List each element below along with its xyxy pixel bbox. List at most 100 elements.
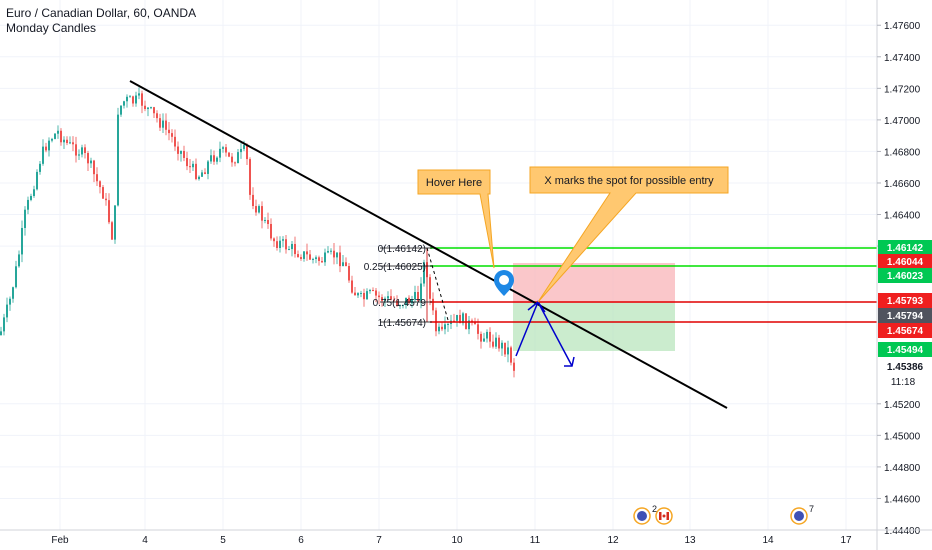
- horizontal-levels[interactable]: [430, 247, 877, 323]
- price-tick-label: 1.47400: [884, 53, 921, 64]
- candle: [78, 149, 80, 160]
- price-tag[interactable]: 1.45386: [878, 359, 932, 374]
- candle: [417, 285, 419, 302]
- economic-event-icon[interactable]: 2: [633, 504, 657, 525]
- candle: [15, 260, 17, 289]
- take-profit-zone[interactable]: [513, 303, 675, 351]
- candle: [45, 142, 47, 153]
- candle: [198, 175, 200, 181]
- price-tag[interactable]: 1.45794: [878, 308, 932, 323]
- candle: [312, 257, 314, 264]
- candle: [423, 259, 425, 287]
- price-tick-label: 1.46400: [884, 211, 921, 222]
- location-pin-icon[interactable]: [494, 270, 514, 296]
- candle: [399, 304, 401, 309]
- event-count-badge: 2: [652, 504, 657, 514]
- candle: [165, 113, 167, 136]
- candle: [102, 184, 104, 199]
- candle: [30, 193, 32, 202]
- candle: [474, 317, 476, 325]
- candle: [150, 106, 152, 110]
- candle: [372, 287, 374, 292]
- candle: [132, 95, 134, 107]
- candle: [195, 158, 197, 181]
- candle: [285, 235, 287, 254]
- candle: [270, 218, 272, 241]
- price-tag[interactable]: 1.46142: [878, 240, 932, 255]
- grid: [0, 0, 877, 531]
- hover-here-callout[interactable]: Hover Here: [417, 169, 495, 269]
- candle: [231, 152, 233, 167]
- candle: [480, 331, 482, 349]
- candle: [432, 292, 434, 315]
- time-tick-label: 7: [376, 535, 382, 546]
- candle: [120, 105, 122, 117]
- candle: [234, 161, 236, 167]
- candle: [222, 145, 224, 153]
- price-tick-label: 1.47000: [884, 116, 921, 127]
- price-tag[interactable]: 1.46023: [878, 268, 932, 283]
- candle: [93, 159, 95, 183]
- candle: [276, 236, 278, 251]
- candle: [513, 358, 515, 378]
- canada-flag-icon[interactable]: [655, 507, 673, 525]
- stop-loss-zone[interactable]: [513, 263, 675, 303]
- trendline[interactable]: [129, 80, 728, 409]
- candle: [315, 255, 317, 264]
- candle: [84, 144, 86, 159]
- price-tag[interactable]: 1.45674: [878, 323, 932, 338]
- candle: [252, 187, 254, 210]
- candlestick-series[interactable]: [0, 87, 515, 378]
- time-tick-label: 10: [451, 535, 463, 546]
- price-tag[interactable]: 1.45494: [878, 342, 932, 357]
- candle: [498, 334, 500, 352]
- candle: [27, 196, 29, 215]
- candle: [366, 288, 368, 300]
- candle: [354, 286, 356, 296]
- candle: [144, 100, 146, 112]
- candle: [249, 157, 251, 200]
- candle: [327, 246, 329, 254]
- candle: [468, 315, 470, 335]
- candle: [510, 345, 512, 366]
- position-zones[interactable]: [513, 263, 675, 351]
- entry-callout[interactable]: X marks the spot for possible entry: [529, 166, 729, 303]
- price-axis[interactable]: 1.47600 1.47400 1.47200 1.47000 1.46800 1.466…: [876, 0, 932, 550]
- candle: [204, 168, 206, 175]
- candle: [111, 220, 113, 240]
- candle: [87, 150, 89, 171]
- candle: [51, 137, 53, 143]
- candle: [438, 323, 440, 335]
- candle: [393, 296, 395, 303]
- candle: [207, 159, 209, 180]
- candle: [414, 285, 416, 303]
- economic-event-icon[interactable]: 7: [790, 504, 814, 525]
- candle: [114, 205, 116, 244]
- time-axis[interactable]: Feb 4 5 6 7 10 11 12 13 14 17: [0, 529, 932, 546]
- time-tick-label: 5: [220, 535, 226, 546]
- candle: [348, 263, 350, 283]
- candle: [216, 156, 218, 165]
- event-count-badge: 7: [809, 504, 814, 514]
- candle: [129, 95, 131, 98]
- candle: [219, 141, 221, 163]
- candle: [96, 167, 98, 186]
- candle: [507, 340, 509, 363]
- candle: [48, 137, 50, 157]
- candle: [459, 309, 461, 324]
- candle: [303, 251, 305, 262]
- candle: [360, 290, 362, 298]
- time-tick-label: 6: [298, 535, 304, 546]
- indicator-title: Monday Candles: [6, 21, 97, 35]
- price-tag[interactable]: 1.46044: [878, 254, 932, 269]
- candle: [225, 143, 227, 157]
- price-tag-label: 1.45386: [887, 362, 924, 373]
- candle: [261, 201, 263, 229]
- callout-entry-text: X marks the spot for possible entry: [544, 175, 714, 187]
- candle: [267, 212, 269, 229]
- fib-retracement[interactable]: 0(1.46142) 0.25(1.46025) 0.75(1.4579 1(1.45…: [364, 244, 449, 329]
- candle: [258, 204, 260, 214]
- price-tag[interactable]: 1.45793: [878, 293, 932, 308]
